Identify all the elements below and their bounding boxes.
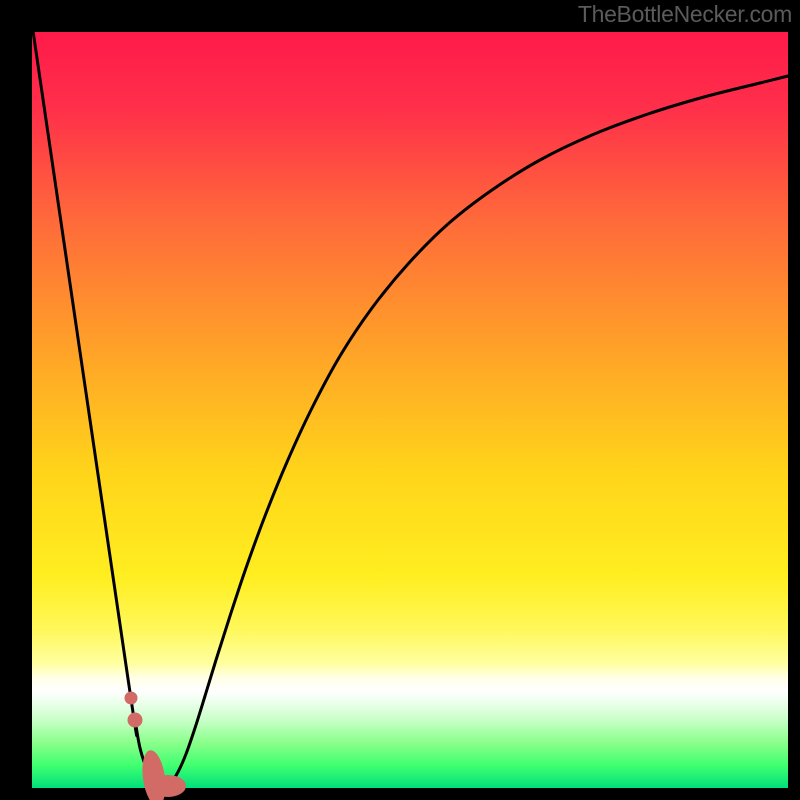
- bottleneck-chart: [0, 0, 800, 800]
- watermark-text: TheBottleNecker.com: [578, 1, 792, 28]
- marker: [128, 713, 143, 728]
- heatmap-background: [32, 32, 788, 788]
- marker: [150, 775, 186, 797]
- marker: [125, 692, 138, 705]
